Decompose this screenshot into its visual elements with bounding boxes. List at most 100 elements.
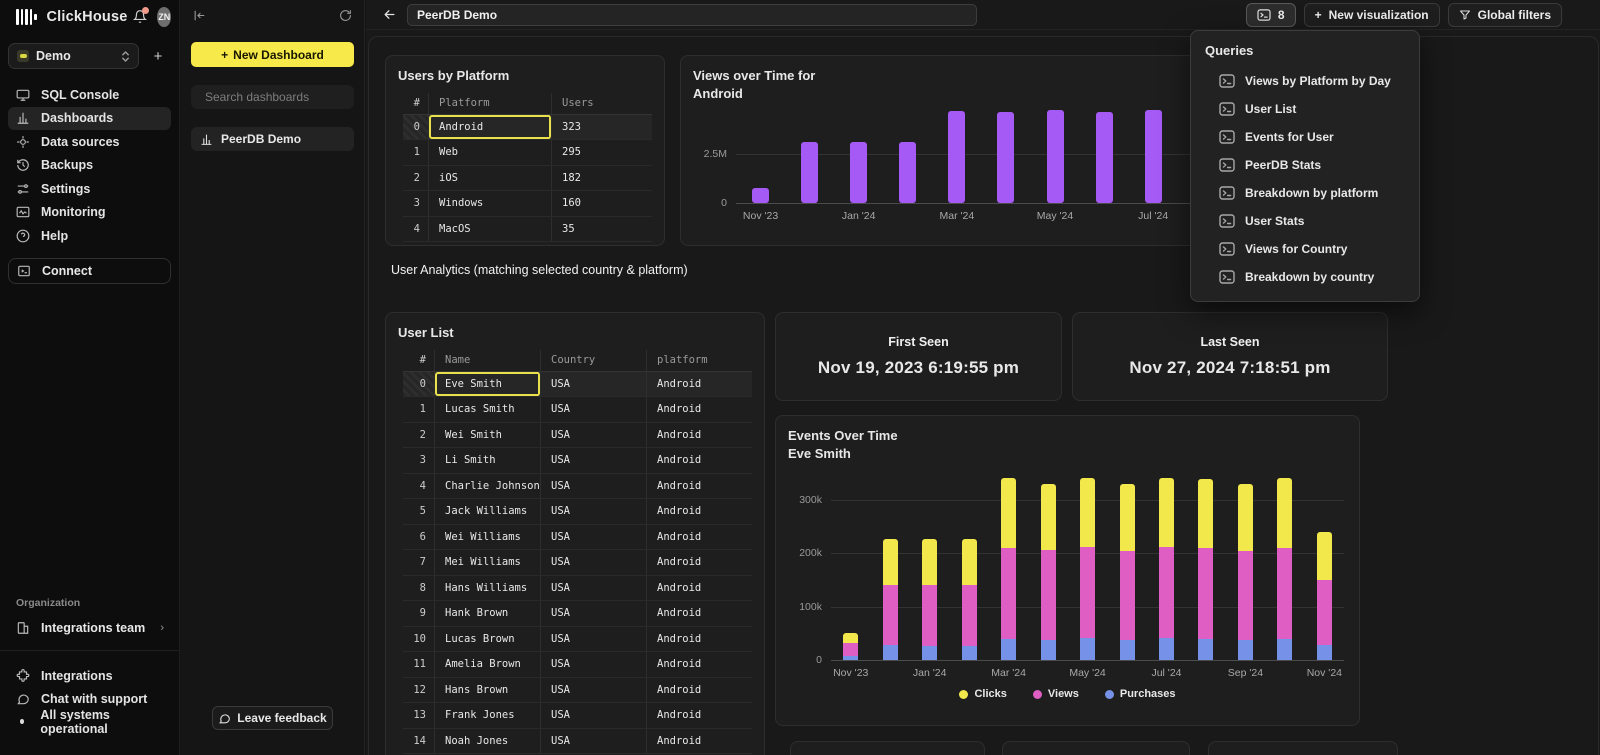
table-row[interactable]: 9Hank BrownUSAAndroid [403,601,752,627]
table-cell[interactable]: 3 [403,448,435,473]
table-cell[interactable]: USA [541,372,647,397]
bar[interactable] [752,188,769,203]
bar[interactable] [850,142,867,203]
query-item[interactable]: Breakdown by country [1205,263,1405,291]
table-cell[interactable]: USA [541,448,647,473]
avatar[interactable]: ZN [157,7,171,27]
table-cell[interactable]: Wei Smith [435,423,541,448]
dashboard-list-item[interactable]: PeerDB Demo [191,127,354,151]
dashboard-search[interactable] [191,85,354,109]
sidebar-item-integrations-team[interactable]: Integrations team › [8,616,172,640]
table-row[interactable]: 4MacOS35 [403,217,652,243]
table-cell[interactable]: Android [647,652,752,677]
table-cell[interactable]: 12 [403,678,435,703]
table-cell[interactable]: 1 [403,140,429,165]
stacked-bar[interactable] [1238,484,1253,660]
table-cell[interactable]: Amelia Brown [435,652,541,677]
table-cell[interactable]: 7 [403,550,435,575]
new-dashboard-button[interactable]: + New Dashboard [191,42,354,67]
stacked-bar[interactable] [1198,479,1213,660]
bar[interactable] [801,142,818,203]
table-cell[interactable]: Android [647,474,752,499]
query-item[interactable]: Views by Platform by Day [1205,67,1405,95]
table-cell[interactable]: Hank Brown [435,601,541,626]
table-cell[interactable]: 323 [552,115,652,140]
table-cell[interactable]: Lucas Brown [435,627,541,652]
table-cell[interactable]: 295 [552,140,652,165]
table-cell[interactable]: USA [541,576,647,601]
notifications-bell-icon[interactable] [133,9,147,24]
table-cell[interactable]: 35 [552,217,652,242]
table-cell[interactable]: 10 [403,627,435,652]
table-row[interactable]: 2Wei SmithUSAAndroid [403,423,752,449]
table-cell[interactable]: 0 [403,115,429,140]
table-row[interactable]: 6Wei WilliamsUSAAndroid [403,525,752,551]
table-cell[interactable]: Lucas Smith [435,397,541,422]
table-cell[interactable]: 4 [403,217,429,242]
table-row[interactable]: 13Frank JonesUSAAndroid [403,703,752,729]
table-cell[interactable]: Li Smith [435,448,541,473]
add-workspace-button[interactable]: + [147,45,169,67]
workspace-selector[interactable]: Demo [8,43,139,69]
table-row[interactable]: 3Li SmithUSAAndroid [403,448,752,474]
table-cell[interactable]: Noah Jones [435,729,541,754]
table-row[interactable]: 8Hans WilliamsUSAAndroid [403,576,752,602]
table-cell[interactable]: Android [647,729,752,754]
table-row[interactable]: 5Jack WilliamsUSAAndroid [403,499,752,525]
table-row[interactable]: 0Android323 [403,115,652,141]
table-cell[interactable]: Web [429,140,552,165]
table-cell[interactable]: Android [647,499,752,524]
table-cell[interactable]: Charlie Johnson [435,474,541,499]
table-cell[interactable]: USA [541,499,647,524]
new-visualization-button[interactable]: + New visualization [1304,3,1440,27]
query-item[interactable]: User List [1205,95,1405,123]
bar[interactable] [899,142,916,203]
table-cell[interactable]: Wei Williams [435,525,541,550]
connect-button[interactable]: Connect [8,258,171,284]
table-cell[interactable]: USA [541,601,647,626]
table-cell[interactable]: MacOS [429,217,552,242]
system-status[interactable]: All systems operational [8,710,172,733]
stacked-bar[interactable] [1317,532,1332,660]
table-cell[interactable]: Android [647,678,752,703]
table-row[interactable]: 14Noah JonesUSAAndroid [403,729,752,755]
table-row[interactable]: 4Charlie JohnsonUSAAndroid [403,474,752,500]
table-cell[interactable]: Jack Williams [435,499,541,524]
table-cell[interactable]: Android [647,703,752,728]
table-cell[interactable]: USA [541,423,647,448]
stacked-bar[interactable] [1159,478,1174,660]
table-cell[interactable]: 2 [403,166,429,191]
table-row[interactable]: 10Lucas BrownUSAAndroid [403,627,752,653]
table-cell[interactable]: USA [541,729,647,754]
bar[interactable] [1145,110,1162,203]
table-cell[interactable]: Android [429,115,552,140]
table-cell[interactable]: 182 [552,166,652,191]
table-cell[interactable]: 160 [552,191,652,216]
sidebar-item-backups[interactable]: Backups [8,154,171,178]
table-cell[interactable]: USA [541,652,647,677]
table-cell[interactable]: Hans Williams [435,576,541,601]
table-cell[interactable]: Windows [429,191,552,216]
table-cell[interactable]: Mei Williams [435,550,541,575]
stacked-bar[interactable] [1120,484,1135,660]
stacked-bar[interactable] [1277,478,1292,660]
table-row[interactable]: 2iOS182 [403,166,652,192]
sidebar-item-monitoring[interactable]: Monitoring [8,201,171,225]
bar[interactable] [948,111,965,203]
bar[interactable] [1096,112,1113,203]
table-cell[interactable]: iOS [429,166,552,191]
table-cell[interactable]: 6 [403,525,435,550]
table-cell[interactable]: 4 [403,474,435,499]
table-cell[interactable]: USA [541,678,647,703]
query-item[interactable]: Breakdown by platform [1205,179,1405,207]
table-cell[interactable]: 13 [403,703,435,728]
table-row[interactable]: 7Mei WilliamsUSAAndroid [403,550,752,576]
sidebar-item-help[interactable]: Help [8,224,171,248]
sidebar-item-integrations[interactable]: Integrations [8,664,172,687]
table-row[interactable]: 1Web295 [403,140,652,166]
query-item[interactable]: User Stats [1205,207,1405,235]
stacked-bar[interactable] [1041,484,1056,660]
table-cell[interactable]: 9 [403,601,435,626]
table-cell[interactable]: 11 [403,652,435,677]
table-cell[interactable]: Android [647,423,752,448]
